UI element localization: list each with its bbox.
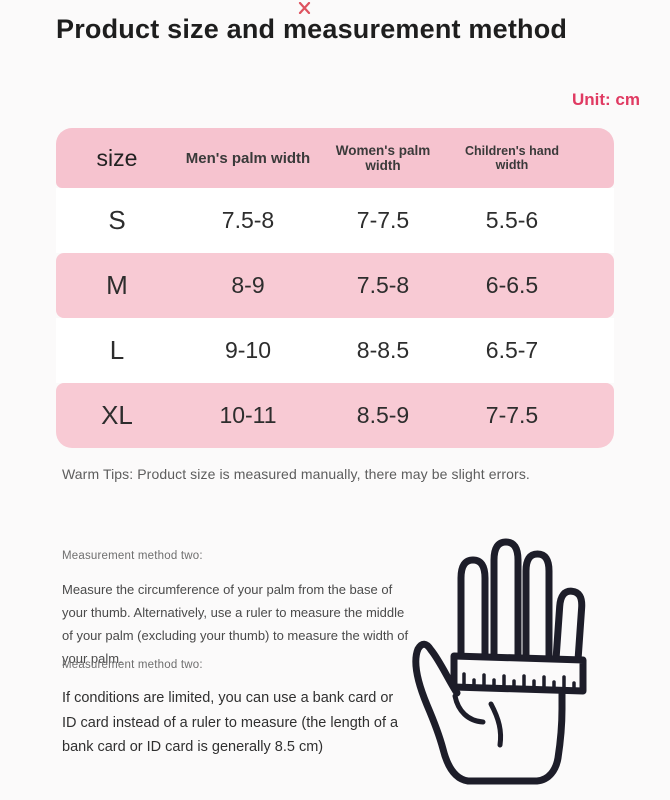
- women-value-cell: 8.5-9: [356, 402, 410, 428]
- men-value-cell: 10-11: [219, 402, 277, 428]
- header-mens-palm-width: Men's palm width: [185, 149, 311, 167]
- men-value-cell: 9-10: [224, 337, 272, 363]
- warm-tips-note: Warm Tips: Product size is measured manu…: [62, 466, 530, 482]
- children-value-cell: 5.5-6: [485, 207, 539, 233]
- red-cross-mark-icon: [297, 1, 315, 15]
- header-womens-palm-width: Women's palm width: [335, 143, 431, 173]
- size-cell: S: [108, 205, 126, 235]
- women-value-cell: 8-8.5: [356, 337, 410, 363]
- children-value-cell: 6.5-7: [485, 337, 539, 363]
- table-row-l: L 9-10 8-8.5 6.5-7: [56, 318, 614, 383]
- page-title: Product size and measurement method: [56, 14, 568, 44]
- method-one-label: Measurement method two:: [62, 550, 203, 562]
- table-row-m: M 8-9 7.5-8 6-6.5: [56, 253, 614, 318]
- men-value-cell: 8-9: [231, 272, 265, 298]
- women-value-cell: 7.5-8: [356, 272, 410, 298]
- children-value-cell: 7-7.5: [485, 402, 539, 428]
- method-two-label: Measurement method two:: [62, 659, 203, 671]
- size-cell: L: [109, 335, 125, 365]
- table-row-s: S 7.5-8 7-7.5 5.5-6: [56, 188, 614, 253]
- size-cell: XL: [101, 400, 133, 430]
- unit-label: Unit: cm: [572, 90, 640, 109]
- table-row-xl: XL 10-11 8.5-9 7-7.5: [56, 383, 614, 448]
- header-childrens-hand-width: Children's hand width: [465, 144, 559, 172]
- method-one-text: Measure the circumference of your palm f…: [62, 582, 409, 666]
- header-size: size: [96, 144, 138, 171]
- children-value-cell: 6-6.5: [485, 272, 539, 298]
- table-header-row: size Men's palm width Women's palm width…: [56, 128, 614, 188]
- size-table: size Men's palm width Women's palm width…: [56, 128, 614, 448]
- size-cell: M: [106, 270, 128, 300]
- women-value-cell: 7-7.5: [356, 207, 410, 233]
- men-value-cell: 7.5-8: [221, 207, 275, 233]
- hand-with-ruler-icon: [400, 528, 668, 798]
- method-two-text: If conditions are limited, you can use a…: [62, 690, 399, 755]
